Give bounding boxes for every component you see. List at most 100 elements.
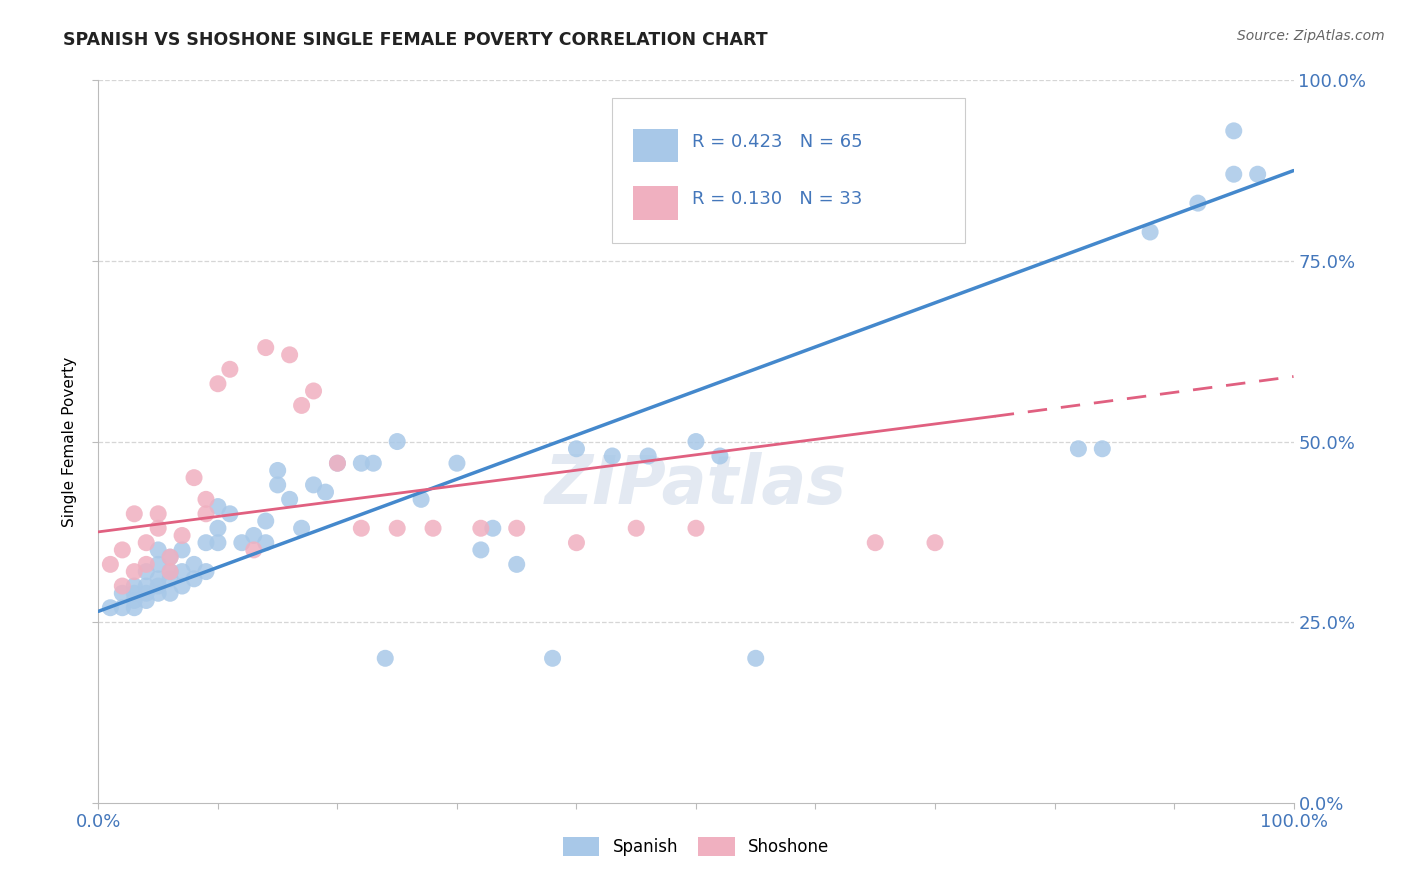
Bar [633,128,678,162]
Point [111,579,134,593]
Point [124,565,146,579]
Point [148,521,170,535]
Point [159,550,181,565]
Legend: Spanish, Shoshone: Spanish, Shoshone [555,830,837,863]
Point [183,558,205,572]
Point [267,463,290,477]
Point [195,492,218,507]
Point [231,535,253,549]
Point [602,449,624,463]
Point [481,521,505,535]
Point [315,485,337,500]
Point [183,470,205,484]
Point [278,492,301,507]
Point [291,521,314,535]
Point [135,586,157,600]
Point [207,535,229,549]
Point [195,507,218,521]
Point [326,456,349,470]
Point [159,586,181,600]
Y-axis label: Single Female Poverty: Single Female Poverty [62,357,77,526]
Point [124,600,146,615]
Point [626,521,648,535]
Point [302,384,325,398]
Point [159,550,181,565]
Point [98,558,122,572]
Text: ZIPatlas: ZIPatlas [546,452,846,518]
Point [278,348,301,362]
Text: Source: ZipAtlas.com: Source: ZipAtlas.com [1237,29,1385,43]
Point [172,565,194,579]
Point [506,558,529,572]
Point [411,492,433,507]
Point [254,535,277,549]
Point [243,528,266,542]
Point [350,521,373,535]
Point [637,449,659,463]
Point [446,456,468,470]
Point [470,521,492,535]
Point [219,362,242,376]
Point [148,579,170,593]
Text: SPANISH VS SHOSHONE SINGLE FEMALE POVERTY CORRELATION CHART: SPANISH VS SHOSHONE SINGLE FEMALE POVERT… [63,31,768,49]
Point [470,542,492,557]
Point [124,579,146,593]
Point [1247,167,1270,181]
Point [291,398,314,412]
Point [422,521,444,535]
Point [1223,124,1246,138]
Point [565,442,588,456]
Point [1187,196,1209,211]
Point [98,600,122,615]
Point [135,558,157,572]
Point [385,521,409,535]
Point [924,535,946,549]
Point [124,507,146,521]
Point [195,565,218,579]
Point [254,514,277,528]
FancyBboxPatch shape [613,98,965,243]
Point [219,507,242,521]
Point [1091,442,1114,456]
Point [172,579,194,593]
Point [195,535,218,549]
Point [685,434,707,449]
Point [111,600,134,615]
Point [350,456,373,470]
Point [124,586,146,600]
Point [302,478,325,492]
Point [207,376,229,391]
Point [148,507,170,521]
Point [541,651,564,665]
Point [135,535,157,549]
Point [159,572,181,586]
Point [172,528,194,542]
Point [172,542,194,557]
Point [243,542,266,557]
Point [565,535,588,549]
Point [148,542,170,557]
Point [1067,442,1090,456]
Point [124,593,146,607]
Point [148,558,170,572]
Point [207,521,229,535]
Point [148,586,170,600]
Point [159,565,181,579]
Point [254,341,277,355]
Point [363,456,385,470]
Point [745,651,768,665]
Point [685,521,707,535]
Point [865,535,887,549]
Bar [633,186,678,219]
Point [506,521,529,535]
Point [385,434,409,449]
Point [135,593,157,607]
Point [148,572,170,586]
Point [1139,225,1161,239]
Text: R = 0.423   N = 65: R = 0.423 N = 65 [692,133,863,151]
Point [267,478,290,492]
Point [135,579,157,593]
Point [183,572,205,586]
Text: R = 0.130   N = 33: R = 0.130 N = 33 [692,191,863,209]
Point [111,586,134,600]
